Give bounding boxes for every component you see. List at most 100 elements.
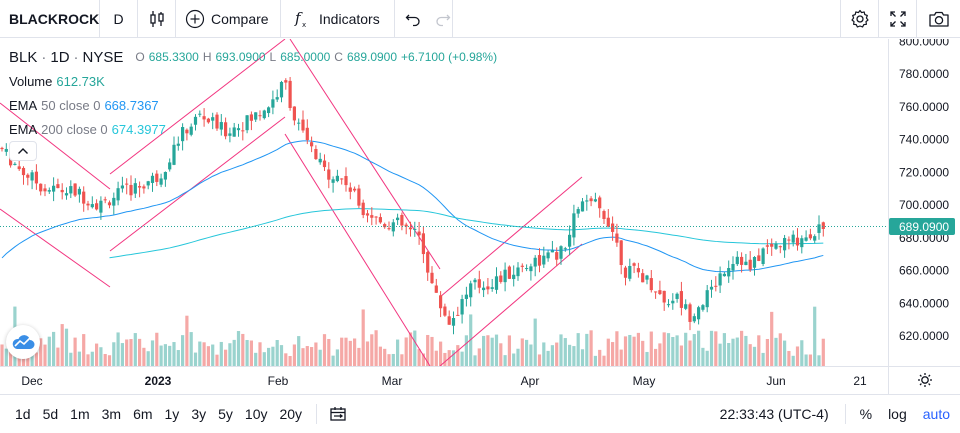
volume-bar xyxy=(628,334,632,366)
volume-bar xyxy=(301,348,305,366)
volume-bar xyxy=(679,345,683,366)
candle-body xyxy=(95,203,99,210)
legend-volume-row[interactable]: Volume 612.73K xyxy=(9,69,497,93)
ema50-params: 50 close 0 xyxy=(41,97,101,113)
candle-body xyxy=(0,147,4,150)
volume-bar xyxy=(589,330,593,366)
candle-body xyxy=(821,222,825,229)
change-value: +6.7100 (+0.98%) xyxy=(401,50,498,64)
snapshot-button[interactable] xyxy=(916,0,960,38)
candle-body xyxy=(636,268,640,273)
settings-button[interactable] xyxy=(840,0,878,38)
range-10y[interactable]: 10y xyxy=(244,406,268,422)
brand-logo[interactable] xyxy=(6,325,40,359)
time-axis[interactable]: Dec 2023 Feb Mar Apr May Jun 21 xyxy=(0,366,960,394)
fullscreen-icon xyxy=(889,10,907,28)
volume-bar xyxy=(701,347,705,366)
price-tick-label: 720.0000 xyxy=(899,165,949,179)
calendar-range-icon[interactable] xyxy=(329,405,347,423)
candle-body xyxy=(4,148,8,152)
candle-body xyxy=(404,224,408,227)
compare-button[interactable]: Compare xyxy=(176,0,281,38)
ema200-params: 200 close 0 xyxy=(41,121,108,137)
candle-body xyxy=(64,193,69,196)
legend: BLK · 1D · NYSE O 685.3300 H 693.0900 L 685… xyxy=(9,45,497,141)
interval-button[interactable]: D xyxy=(100,0,138,38)
legend-collapse-button[interactable] xyxy=(9,141,37,161)
price-axis[interactable]: 800.0000 780.0000 760.0000 740.0000 720.0000… xyxy=(888,35,960,366)
range-3m[interactable]: 3m xyxy=(101,406,122,422)
volume-bar xyxy=(808,354,812,366)
compare-label: Compare xyxy=(211,10,269,27)
candle-body xyxy=(86,203,90,206)
range-1d[interactable]: 1d xyxy=(15,406,31,422)
range-5y[interactable]: 5y xyxy=(218,406,233,422)
candle-body xyxy=(408,227,413,230)
symbol-search-button[interactable]: BLACKROCK xyxy=(0,0,100,38)
legend-ema50-row[interactable]: EMA 50 close 0 668.7367 xyxy=(9,93,497,117)
volume-bar xyxy=(658,343,662,366)
auto-scale-toggle[interactable]: auto xyxy=(922,406,950,422)
range-20y[interactable]: 20y xyxy=(279,406,303,422)
candle-body xyxy=(580,201,585,212)
candle-body xyxy=(232,127,236,137)
candle-body xyxy=(361,202,365,216)
candle-body xyxy=(21,167,26,176)
candle-body xyxy=(236,128,241,131)
volume-bar xyxy=(288,355,292,366)
range-5d[interactable]: 5d xyxy=(42,406,59,422)
time-tick-label: Feb xyxy=(268,374,289,388)
volume-bar xyxy=(262,352,266,366)
range-1m[interactable]: 1m xyxy=(70,406,90,422)
range-6m[interactable]: 6m xyxy=(133,406,153,422)
axis-settings-button[interactable] xyxy=(888,366,960,394)
chart-pane[interactable] xyxy=(0,38,888,367)
percent-scale-toggle[interactable]: % xyxy=(859,406,873,422)
candle-body xyxy=(808,234,812,239)
candle-body xyxy=(525,268,529,270)
volume-bar xyxy=(69,352,73,366)
price-tick-label: 740.0000 xyxy=(899,133,949,147)
volume-bar xyxy=(292,344,296,366)
volume-bar xyxy=(39,338,43,366)
volume-bar xyxy=(795,346,800,366)
volume-bar xyxy=(417,349,421,366)
volume-bar xyxy=(813,306,817,366)
clock-timezone[interactable]: 22:33:43 (UTC-4) xyxy=(719,406,829,422)
candle-body xyxy=(69,186,73,194)
chart-type-button[interactable] xyxy=(138,0,176,38)
candle-body xyxy=(181,127,185,142)
price-tick-label: 700.0000 xyxy=(899,198,949,212)
volume-bar xyxy=(542,342,546,366)
candle-body xyxy=(314,148,318,160)
candle-body xyxy=(632,263,636,266)
range-3y[interactable]: 3y xyxy=(191,406,207,422)
candle-body xyxy=(684,304,688,309)
candle-body xyxy=(271,99,275,108)
ema200-line xyxy=(109,208,824,259)
volume-bar xyxy=(520,338,524,366)
volume-bar xyxy=(718,343,722,366)
candle-body xyxy=(34,171,38,184)
candle-body xyxy=(516,267,520,277)
candle-body xyxy=(494,276,499,290)
fullscreen-button[interactable] xyxy=(878,0,916,38)
volume-bar xyxy=(404,337,408,366)
legend-ema200-row[interactable]: EMA 200 close 0 674.3977 xyxy=(9,117,497,141)
volume-bar xyxy=(804,354,808,366)
candle-body xyxy=(155,173,159,182)
legend-symbol-row[interactable]: BLK · 1D · NYSE O 685.3300 H 693.0900 L 685… xyxy=(9,48,498,66)
redo-icon[interactable] xyxy=(435,11,451,27)
volume-bar xyxy=(267,347,271,366)
volume-bar xyxy=(168,345,172,366)
volume-bar xyxy=(206,346,210,366)
volume-bar xyxy=(486,335,490,366)
candle-body xyxy=(202,116,206,120)
candle-body xyxy=(451,318,456,326)
log-scale-toggle[interactable]: log xyxy=(888,406,907,422)
volume-bar xyxy=(314,342,318,366)
undo-icon[interactable] xyxy=(405,11,421,27)
range-1y[interactable]: 1y xyxy=(164,406,180,422)
